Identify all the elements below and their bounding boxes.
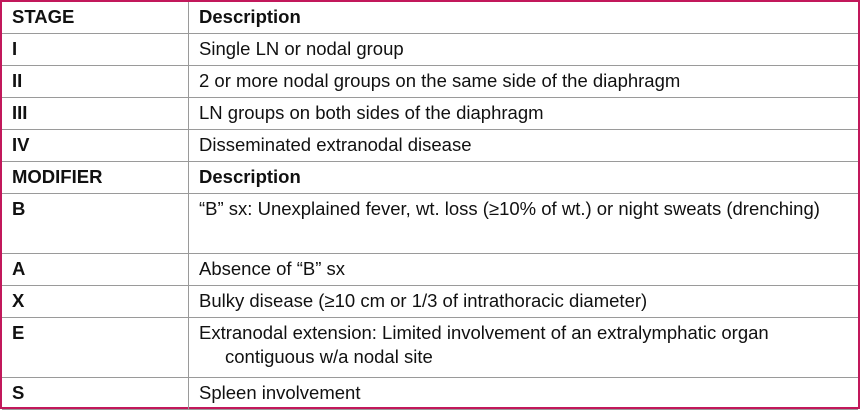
row: II 2 or more nodal groups on the same sid… <box>2 65 858 98</box>
header-row: MODIFIER Description <box>2 161 858 194</box>
row: III LN groups on both sides of the diaphr… <box>2 97 858 130</box>
header-cell: MODIFIER <box>2 161 189 194</box>
row: I Single LN or nodal group <box>2 33 858 66</box>
row: X Bulky disease (≥10 cm or 1/3 of intrath… <box>2 285 858 318</box>
header-row: STAGE Description <box>2 2 858 34</box>
code-cell: E <box>2 317 189 378</box>
row: A Absence of “B” sx <box>2 253 858 286</box>
description-cell: Spleen involvement <box>188 377 858 410</box>
description-cell: Single LN or nodal group <box>188 33 858 66</box>
code-cell: I <box>2 33 189 66</box>
row: S Spleen involvement <box>2 377 858 410</box>
description-cell: Bulky disease (≥10 cm or 1/3 of intratho… <box>188 285 858 318</box>
header-cell: Description <box>188 2 858 34</box>
description-cell: LN groups on both sides of the diaphragm <box>188 97 858 130</box>
header-cell: STAGE <box>2 2 189 34</box>
description-cell: Absence of “B” sx <box>188 253 858 286</box>
code-cell: III <box>2 97 189 130</box>
row: B “B” sx: Unexplained fever, wt. loss (≥1… <box>2 193 858 254</box>
header-cell: Description <box>188 161 858 194</box>
code-cell: X <box>2 285 189 318</box>
row: E Extranodal extension: Limited involveme… <box>2 317 858 378</box>
description-cell: “B” sx: Unexplained fever, wt. loss (≥10… <box>188 193 858 254</box>
code-cell: A <box>2 253 189 286</box>
code-cell: B <box>2 193 189 254</box>
code-cell: II <box>2 65 189 98</box>
description-cell: Disseminated extranodal disease <box>188 129 858 162</box>
code-cell: S <box>2 377 189 410</box>
code-cell: IV <box>2 129 189 162</box>
description-cell: Extranodal extension: Limited involvemen… <box>188 317 858 378</box>
row: IV Disseminated extranodal disease <box>2 129 858 162</box>
description-cell: 2 or more nodal groups on the same side … <box>188 65 858 98</box>
